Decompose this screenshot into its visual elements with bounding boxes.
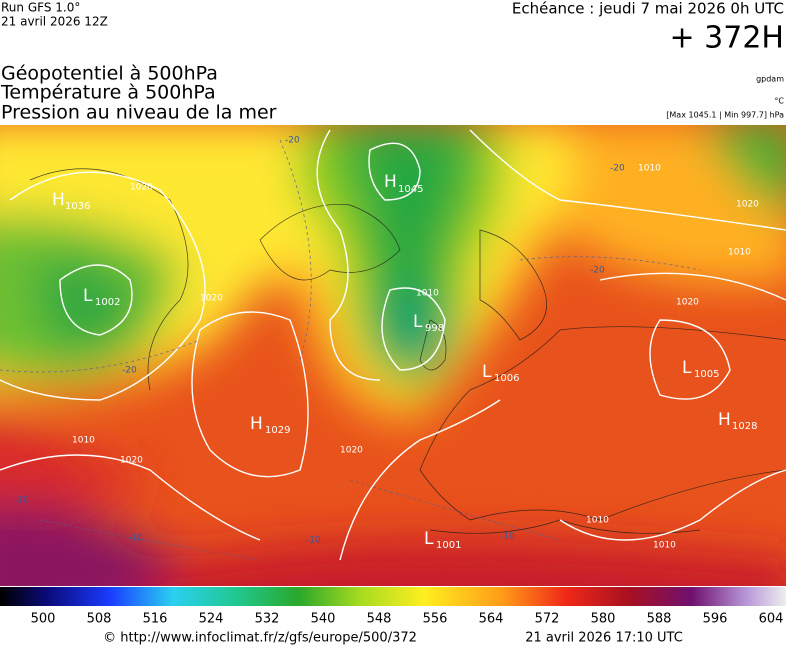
scale-label: 588 xyxy=(647,612,672,627)
scale-label: 500 xyxy=(31,612,56,627)
center-letter: L xyxy=(482,362,492,382)
scale-label: 596 xyxy=(703,612,728,627)
scale-label: 540 xyxy=(311,612,336,627)
source: © http://www.infoclimat.fr/z/gfs/europe/… xyxy=(103,631,417,646)
temp-label: -10 xyxy=(306,536,321,546)
valid-time: Echéance : jeudi 7 mai 2026 0h UTC xyxy=(512,0,784,18)
scale-label: 516 xyxy=(143,612,168,627)
temp-label: -20 xyxy=(590,266,605,276)
center-letter: H xyxy=(384,172,397,192)
scale-label: 604 xyxy=(759,612,784,627)
center-letter: H xyxy=(52,190,65,210)
temp-label: -20 xyxy=(285,136,300,146)
isobar-label: 1020 xyxy=(340,446,363,456)
isobar-label: 1010 xyxy=(72,436,95,446)
isobar-label: 1010 xyxy=(638,164,661,174)
center-letter: H xyxy=(250,414,263,434)
scale-labels: 500 508 516 524 532 540 548 556 564 572 580 588 596 6… xyxy=(31,612,784,627)
scale-label: 572 xyxy=(535,612,560,627)
color-scale xyxy=(0,587,786,606)
temp-label: -10 xyxy=(128,534,143,544)
lead-time: + 372H xyxy=(670,21,785,56)
unit: gpdam xyxy=(756,75,784,84)
scale-label: 580 xyxy=(591,612,616,627)
run-date: 21 avril 2026 12Z xyxy=(1,15,108,29)
generated: 21 avril 2026 17:10 UTC xyxy=(525,631,683,646)
center-letter: L xyxy=(424,529,434,549)
title: Géopotentiel à 500hPa xyxy=(1,63,218,85)
isobar-label: 1020 xyxy=(130,183,153,193)
scale-label: 556 xyxy=(423,612,448,627)
center-letter: L xyxy=(83,286,93,306)
temp-label: -10 xyxy=(14,496,29,506)
run: Run GFS 1.0° xyxy=(1,1,80,15)
isobar-label: 1010 xyxy=(728,248,751,258)
map: H 1036 H 1045 L 1002 L 998 L 1006 L 1005… xyxy=(0,125,786,586)
center-value: 1005 xyxy=(694,369,719,380)
scale-label: 524 xyxy=(199,612,224,627)
isobar-label: 1020 xyxy=(120,456,143,466)
center-value: 1036 xyxy=(65,201,90,212)
center-value: 998 xyxy=(425,323,444,334)
center-letter: L xyxy=(413,312,423,332)
scale-label: 508 xyxy=(87,612,112,627)
isobar-label: 1010 xyxy=(653,541,676,551)
scale-label: 548 xyxy=(367,612,392,627)
center-value: 1045 xyxy=(398,184,423,195)
isobar-label: 1020 xyxy=(676,298,699,308)
center-value: 1002 xyxy=(95,297,120,308)
unit: °C xyxy=(774,97,784,106)
isobar-label: 1010 xyxy=(586,516,609,526)
center-letter: H xyxy=(718,410,731,430)
title: Pression au niveau de la mer xyxy=(1,102,277,124)
isobar-label: 1020 xyxy=(200,294,223,304)
temp-label: -10 xyxy=(500,532,515,542)
isobar-label: 1010 xyxy=(416,289,439,299)
extremes: [Max 1045.1 | Min 997.7] hPa xyxy=(666,111,784,120)
center-value: 1028 xyxy=(732,421,757,432)
isobar-label: 1020 xyxy=(736,200,759,210)
scale-label: 564 xyxy=(479,612,504,627)
temp-label: -20 xyxy=(610,164,625,174)
temp-label: -20 xyxy=(122,366,137,376)
center-letter: L xyxy=(682,358,692,378)
center-value: 1006 xyxy=(494,373,519,384)
center-value: 1029 xyxy=(265,425,290,436)
center-value: 1001 xyxy=(436,540,461,551)
scale-label: 532 xyxy=(255,612,280,627)
title: Température à 500hPa xyxy=(0,82,216,104)
